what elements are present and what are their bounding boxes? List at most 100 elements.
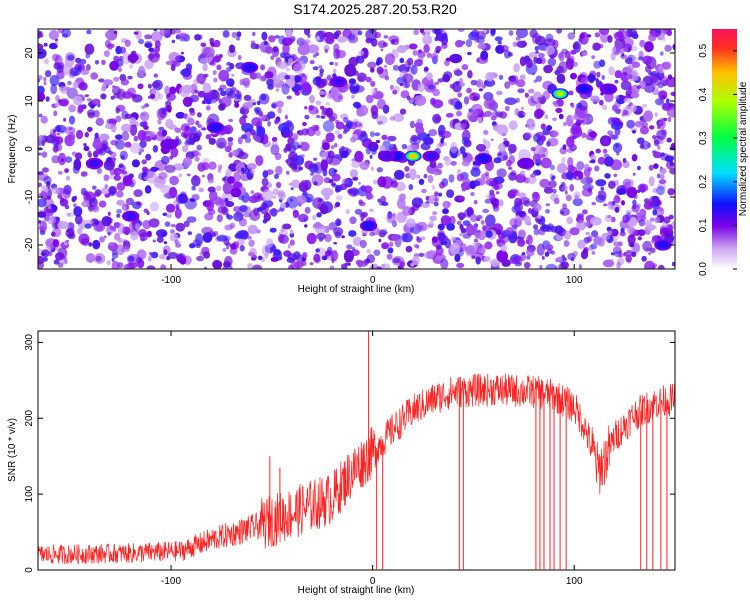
spectrogram-cell — [666, 137, 672, 143]
spectrogram-cell — [90, 72, 99, 80]
spectrogram-cell — [581, 132, 587, 139]
spectrogram-cell — [297, 213, 309, 223]
spectrogram-cell — [54, 124, 67, 133]
spectrogram-cell — [103, 50, 110, 58]
spectrogram-cell — [209, 37, 215, 43]
spectrogram-cell — [643, 110, 653, 122]
spectrogram-cell — [552, 188, 557, 194]
spectrogram-cell — [256, 207, 264, 212]
spectrogram-cell — [641, 103, 648, 108]
spectrogram-cell — [250, 168, 256, 174]
spectrogram-cell — [256, 100, 261, 106]
spectrogram-cell — [53, 62, 62, 70]
spectrogram-cell — [198, 187, 204, 193]
spectrogram-cell — [262, 189, 273, 202]
spectrogram-cell — [603, 203, 608, 207]
spectrogram-cell — [656, 129, 667, 140]
colorbar-tick-label-1: 0.1 — [698, 218, 709, 232]
spectrogram-cell — [653, 163, 659, 169]
spectrogram-cell — [224, 87, 234, 97]
spectrogram-cell — [106, 260, 111, 266]
spectrogram-cell — [229, 62, 235, 70]
spectrogram-cell — [666, 98, 670, 104]
spectrogram-cell — [295, 155, 305, 166]
spectrogram-cell — [113, 55, 120, 62]
spectrogram-cell — [351, 94, 355, 99]
spectrogram-cell — [490, 115, 497, 121]
spectrogram-cell — [357, 72, 367, 82]
spectrogram-cell — [111, 260, 120, 269]
spectrogram-cell — [42, 167, 49, 173]
spectrogram-cell — [40, 252, 47, 256]
spectrogram-cell — [639, 116, 644, 121]
spectrogram-cell — [228, 118, 234, 123]
spectrogram-cell — [644, 260, 656, 269]
spectrogram-cell — [326, 74, 332, 81]
spectrogram-cell — [567, 32, 575, 40]
spectrogram-cell — [482, 208, 490, 214]
spectrogram-cell — [384, 75, 389, 81]
spectrogram-cell — [429, 160, 437, 169]
spectrogram-cell — [647, 224, 657, 230]
spectrogram-cell — [488, 242, 493, 248]
spectrogram-cell — [175, 111, 185, 119]
spectrogram-cell — [331, 173, 341, 182]
spectrogram-cell — [590, 243, 598, 250]
spectrogram-cell — [504, 81, 511, 89]
spectrogram-cell — [165, 92, 176, 102]
spectrogram-cell — [571, 104, 575, 109]
spectrogram-cell — [64, 204, 70, 210]
spectrogram-cell — [632, 172, 636, 176]
spectrogram-cell — [137, 130, 147, 142]
spectrogram-cell — [332, 68, 337, 74]
spectrogram-cell — [204, 92, 214, 100]
spectrogram-cell — [53, 110, 58, 117]
spectrogram-cell — [212, 260, 223, 269]
spectrogram-cell — [559, 207, 570, 216]
spectrogram-cell — [75, 129, 84, 140]
spectrogram-cell — [61, 158, 64, 163]
spectrogram-cell — [477, 43, 487, 50]
spectrogram-cell — [297, 44, 311, 56]
spectrogram-cell — [241, 114, 248, 119]
spectrogram-cell — [405, 245, 413, 253]
spectrogram-cell — [602, 148, 608, 154]
spectrogram-cell — [281, 83, 290, 95]
spectrogram-cell — [372, 263, 378, 267]
spectrogram-cell — [230, 243, 237, 250]
spectrogram-cell — [316, 232, 326, 240]
spectrogram-cell — [401, 143, 408, 150]
spectrogram-cell — [657, 145, 661, 150]
spectrogram-cell — [411, 255, 420, 266]
spectrogram-cell — [108, 241, 115, 247]
spectrogram-cell — [219, 102, 227, 110]
spectrogram-cell — [526, 255, 531, 260]
spectrogram-cell — [313, 253, 321, 263]
spectrogram-cell — [518, 210, 527, 218]
spectrogram-cell — [159, 29, 171, 37]
colorbar-gradient — [712, 29, 737, 269]
spectrogram-cell — [636, 189, 641, 193]
spectrogram-cell — [578, 119, 585, 124]
spectrogram-cell — [112, 85, 121, 96]
spectrogram-cell — [371, 111, 379, 120]
spectrogram-cell — [190, 126, 197, 133]
spectrogram-cell — [47, 204, 52, 210]
spectrogram-cell — [608, 180, 616, 189]
spectrogram-cell — [233, 171, 241, 183]
spectrogram-cell — [438, 232, 446, 242]
spectrogram-cell — [275, 88, 280, 92]
spectrogram-cell — [45, 96, 50, 102]
spectrogram-cell — [612, 142, 623, 153]
spectrogram-cell — [324, 250, 332, 257]
spectrogram-cell — [196, 73, 206, 84]
spectrogram-cell — [218, 164, 223, 171]
spectrogram-cell — [148, 50, 160, 63]
snr-spikes — [269, 331, 668, 570]
spectrogram-cell — [139, 140, 147, 148]
spectrogram-cell — [535, 217, 542, 224]
spectrogram-cell — [576, 102, 583, 109]
spectrogram-cell — [441, 42, 448, 49]
spectrogram-cell — [523, 200, 531, 207]
spectrogram-cells — [38, 29, 675, 269]
